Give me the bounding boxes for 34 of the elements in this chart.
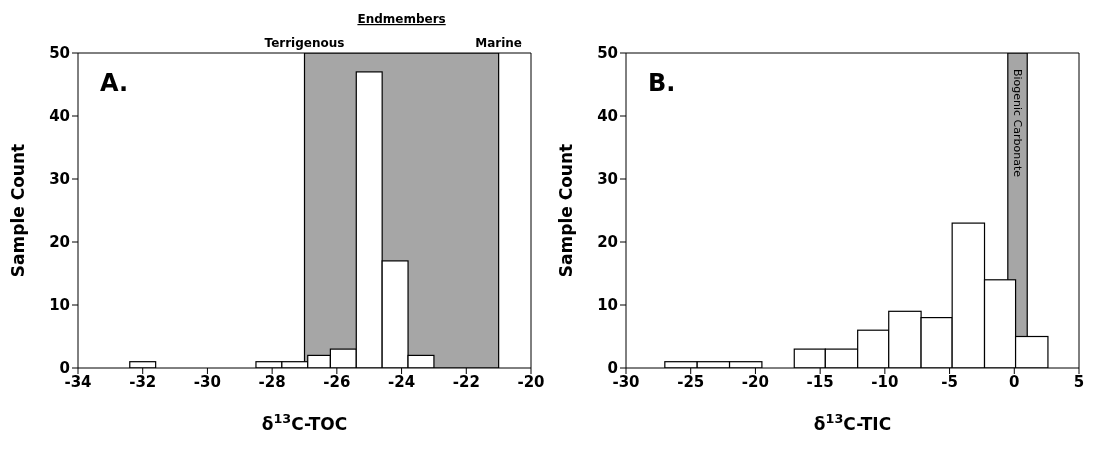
x-tick-label: 5 <box>1073 372 1085 391</box>
x-tick-label: -15 <box>806 372 834 391</box>
y-tick-label: 40 <box>597 107 618 126</box>
x-tick-label: -26 <box>323 372 351 391</box>
x-tick-label: -20 <box>517 372 545 391</box>
x-tick-label: -32 <box>129 372 157 391</box>
x-tick-label: -22 <box>452 372 480 391</box>
annotation: Marine <box>475 36 523 50</box>
text: B. <box>648 69 676 97</box>
x-tick-label: 0 <box>1009 372 1020 391</box>
y-tick-label: 20 <box>49 233 70 252</box>
text: Endmembers <box>357 12 446 26</box>
y-tick-label: 50 <box>49 44 70 63</box>
x-tick-label: -20 <box>741 372 769 391</box>
y-axis-title: Sample Count <box>8 143 29 278</box>
y-tick-label: 10 <box>49 296 70 315</box>
x-tick-label: -5 <box>941 372 958 391</box>
x-tick-label: -30 <box>193 372 221 391</box>
y-tick-label: 20 <box>597 233 618 252</box>
x-tick-label: -28 <box>258 372 286 391</box>
y-tick-label: 40 <box>49 107 70 126</box>
x-axis-title: δ$^{13}$C-TOC <box>261 410 348 434</box>
y-tick-label: 30 <box>49 170 70 189</box>
x-tick-label: -25 <box>677 372 705 391</box>
y-tick-label: 50 <box>597 44 618 63</box>
y-tick-label: 10 <box>597 296 618 315</box>
y-axis-title: Sample Count <box>556 143 577 278</box>
x-tick-label: -10 <box>871 372 899 391</box>
text: A. <box>100 69 129 97</box>
annotation: Terrigenous <box>264 36 345 50</box>
x-tick-label: -24 <box>388 372 416 391</box>
y-tick-label: 30 <box>597 170 618 189</box>
x-axis-title: δ$^{13}$C-TIC <box>813 410 892 434</box>
band-label: Biogenic Carbonate <box>1011 68 1025 178</box>
